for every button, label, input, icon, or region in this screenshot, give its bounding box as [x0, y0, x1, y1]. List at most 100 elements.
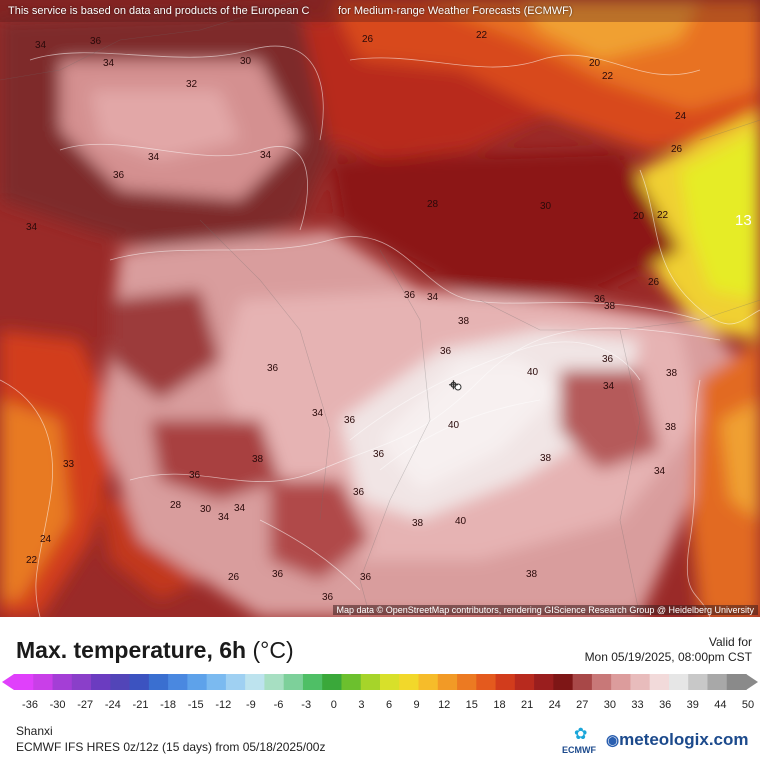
color-scale-swatch — [688, 674, 709, 690]
chart-title: Max. temperature, 6h (°C) — [16, 637, 294, 664]
contour-label: 34 — [603, 381, 615, 392]
color-scale-swatch — [14, 674, 34, 690]
color-scale-swatch — [534, 674, 554, 690]
color-scale-swatch — [322, 674, 343, 690]
color-scale-swatch — [33, 674, 54, 690]
contour-label: 40 — [448, 420, 460, 431]
contour-label: 38 — [458, 316, 470, 327]
contour-label: 34 — [218, 512, 230, 523]
color-scale-label: 44 — [714, 699, 726, 711]
contour-label: 36 — [602, 354, 614, 365]
contour-label: 34 — [26, 222, 38, 233]
contour-label: 36 — [189, 470, 201, 481]
contour-label: 26 — [671, 144, 683, 155]
color-scale-label: 21 — [521, 699, 533, 711]
color-scale-label: -21 — [133, 699, 149, 711]
color-scale-swatch — [457, 674, 477, 690]
color-scale-label: 15 — [466, 699, 478, 711]
color-scale-swatch — [380, 674, 400, 690]
contour-label: 26 — [362, 34, 374, 45]
contour-label: 34 — [427, 292, 439, 303]
color-scale-swatch — [264, 674, 285, 690]
contour-label: 26 — [228, 572, 240, 583]
contour-label: 36 — [113, 170, 125, 181]
color-scale-label: 12 — [438, 699, 450, 711]
color-scale-swatch — [553, 674, 574, 690]
contour-label: 28 — [170, 500, 182, 511]
region-name: Shanxi — [16, 724, 53, 738]
temperature-field — [0, 0, 760, 617]
color-scale-swatch — [110, 674, 131, 690]
contour-label: 30 — [200, 504, 212, 515]
contour-label: 33 — [63, 459, 75, 470]
color-scale-swatch — [437, 674, 458, 690]
color-scale-swatch — [476, 674, 497, 690]
contour-label: 36 — [353, 487, 365, 498]
color-scale-label: 24 — [549, 699, 561, 711]
color-scale-swatch — [630, 674, 651, 690]
contour-label: 36 — [594, 294, 606, 305]
color-scale-swatch — [649, 674, 670, 690]
color-scale-swatch — [341, 674, 362, 690]
contour-label: 38 — [540, 453, 552, 464]
color-scale-swatch — [245, 674, 266, 690]
contour-label: 26 — [648, 277, 660, 288]
contour-label: 28 — [427, 199, 439, 210]
color-scale-swatch — [726, 674, 747, 690]
color-scale-swatch — [611, 674, 632, 690]
contour-label: 38 — [412, 518, 424, 529]
color-scale-swatch — [302, 674, 323, 690]
color-scale-swatch — [418, 674, 439, 690]
color-scale-swatch — [591, 674, 612, 690]
color-scale-swatch — [91, 674, 111, 690]
color-scale-label: -15 — [188, 699, 204, 711]
meteologix-logo[interactable]: ◉meteologix.com — [606, 730, 749, 750]
color-scale-label: 9 — [414, 699, 420, 711]
color-scale-swatch — [129, 674, 150, 690]
scale-right-arrow — [746, 674, 758, 690]
ecmwf-globe-icon: ✿ — [574, 726, 588, 743]
contour-label: 34 — [654, 466, 666, 477]
scale-left-arrow — [2, 674, 14, 690]
color-scale-swatch — [187, 674, 208, 690]
color-scale-label: 30 — [604, 699, 616, 711]
contour-label: 13 — [735, 212, 752, 229]
map-attribution: Map data © OpenStreetMap contributors, r… — [332, 605, 758, 615]
color-scale-label: 6 — [386, 699, 392, 711]
contour-label: 38 — [252, 454, 264, 465]
contour-label: 30 — [240, 56, 252, 67]
contour-label: 36 — [440, 346, 452, 357]
color-scale-labels: -36 -30 -27 -24 -21 -18 -15 -12 -9 -6 -3 0 3 6 9 12 15 18… — [22, 699, 754, 711]
model-run-info: ECMWF IFS HRES 0z/12z (15 days) from 05/… — [16, 740, 326, 754]
color-scale-label: -12 — [215, 699, 231, 711]
contour-label: 34 — [103, 58, 115, 69]
color-scale-label: 3 — [358, 699, 364, 711]
color-scale-bar — [2, 674, 758, 690]
contour-label: 20 — [633, 211, 645, 222]
color-scale-swatch — [495, 674, 516, 690]
color-scale-label: 18 — [493, 699, 505, 711]
meteologix-brand: meteologix.com — [619, 730, 749, 749]
contour-label: 40 — [455, 516, 467, 527]
color-scale-label: 39 — [687, 699, 699, 711]
temperature-map[interactable]: 34 36 34 32 30 26 22 20 22 24 26 34 36 34 28 30 26 20 22 13… — [0, 0, 760, 617]
color-scale-label: 27 — [576, 699, 588, 711]
contour-label: 36 — [360, 572, 372, 583]
color-scale-swatch — [514, 674, 535, 690]
valid-time: Mon 05/19/2025, 08:00pm CST — [584, 650, 752, 664]
contour-label: 22 — [476, 30, 488, 41]
contour-label: 40 — [527, 367, 539, 378]
color-scale-label: 36 — [659, 699, 671, 711]
contour-lines — [0, 45, 760, 617]
ecmwf-logo: ✿ ECMWF — [562, 727, 606, 757]
color-scale-swatch — [572, 674, 593, 690]
contour-label: 22 — [26, 555, 38, 566]
contour-label: 32 — [186, 79, 198, 90]
ecmwf-logo-text: ECMWF — [562, 745, 596, 755]
color-scale-label: -9 — [246, 699, 256, 711]
ecmwf-notice-right: for Medium-range Weather Forecasts (ECMW… — [338, 5, 573, 17]
meteologix-icon: ◉ — [606, 732, 620, 749]
contour-label: 22 — [602, 71, 614, 82]
